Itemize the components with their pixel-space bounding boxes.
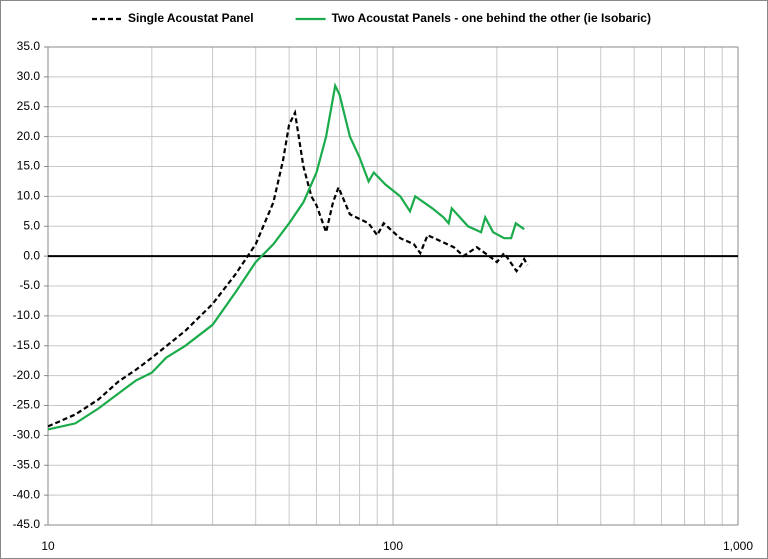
legend-label: Two Acoustat Panels - one behind the oth…: [332, 11, 651, 25]
plot-border: [47, 46, 739, 526]
y-tick-label: -10.0: [13, 308, 41, 322]
x-tick-label: 10: [41, 539, 55, 553]
y-tick-label: 10.0: [17, 189, 41, 203]
x-tick-label: 1,000: [723, 539, 753, 553]
series-line: [47, 82, 525, 431]
y-tick-label: 25.0: [17, 99, 41, 113]
y-tick-label: -20.0: [13, 368, 41, 382]
y-tick-label: 35.0: [17, 39, 41, 53]
y-tick-label: -25.0: [13, 398, 41, 412]
x-tick-label: 100: [383, 539, 403, 553]
y-tick-label: 20.0: [17, 129, 41, 143]
legend-label: Single Acoustat Panel: [128, 11, 254, 25]
y-tick-label: 30.0: [17, 69, 41, 83]
y-tick-label: -15.0: [13, 338, 41, 352]
y-tick-label: 15.0: [17, 159, 41, 173]
y-tick-label: -35.0: [13, 457, 41, 471]
y-tick-label: -30.0: [13, 428, 41, 442]
y-tick-label: -5.0: [19, 278, 40, 292]
y-tick-label: 5.0: [23, 218, 40, 232]
y-tick-label: -45.0: [13, 517, 41, 531]
y-tick-label: -40.0: [13, 487, 41, 501]
y-tick-label: 0.0: [23, 248, 40, 262]
